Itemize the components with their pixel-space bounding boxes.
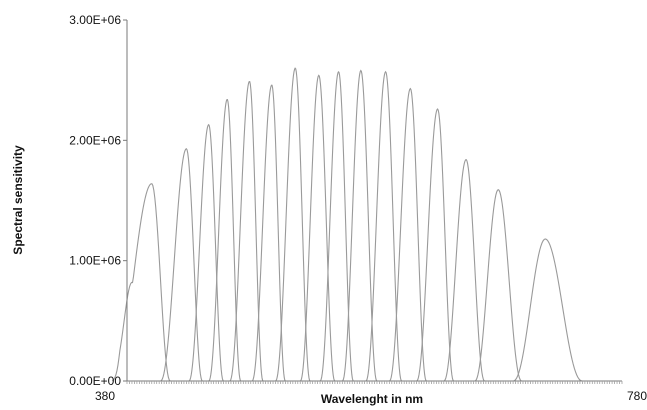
y-tick-label: 2.00E+06 bbox=[69, 133, 121, 147]
filter-curve-11 bbox=[365, 70, 403, 382]
y-tick-label: 3.00E+06 bbox=[69, 13, 121, 27]
filter-curve-4 bbox=[208, 98, 242, 382]
y-tick-label: 0.00E+00 bbox=[69, 374, 121, 388]
filter-curve-14 bbox=[443, 158, 485, 382]
filter-curve-15 bbox=[474, 188, 522, 382]
filter-curve-16 bbox=[512, 238, 583, 382]
filter-curve-7 bbox=[275, 67, 311, 382]
filter-curve-9 bbox=[319, 70, 354, 382]
filter-curve-8 bbox=[299, 74, 336, 382]
curves-layer bbox=[111, 67, 583, 382]
filter-curve-5 bbox=[229, 80, 264, 382]
x-ticks-layer: 380 780 bbox=[95, 389, 647, 403]
y-ticks-layer: 0.00E+00 1.00E+06 2.00E+06 3.00E+06 bbox=[69, 13, 127, 388]
x-tick-label: 780 bbox=[627, 389, 647, 403]
filter-curve-13 bbox=[416, 108, 455, 382]
filter-curve-12 bbox=[389, 87, 427, 382]
axes-layer bbox=[126, 20, 623, 384]
filter-curve-1 bbox=[111, 183, 171, 382]
filter-curve-2 bbox=[160, 147, 203, 382]
filter-curve-6 bbox=[251, 84, 286, 382]
x-minor-ticks bbox=[126, 381, 623, 384]
filter-curve-3 bbox=[188, 123, 224, 382]
filter-curve-10 bbox=[342, 69, 378, 382]
y-axis-title: Spectral sensitivity bbox=[11, 145, 25, 255]
x-axis-title: Wavelenght in nm bbox=[321, 392, 423, 406]
y-tick-label: 1.00E+06 bbox=[69, 254, 121, 268]
x-tick-label: 380 bbox=[95, 389, 115, 403]
